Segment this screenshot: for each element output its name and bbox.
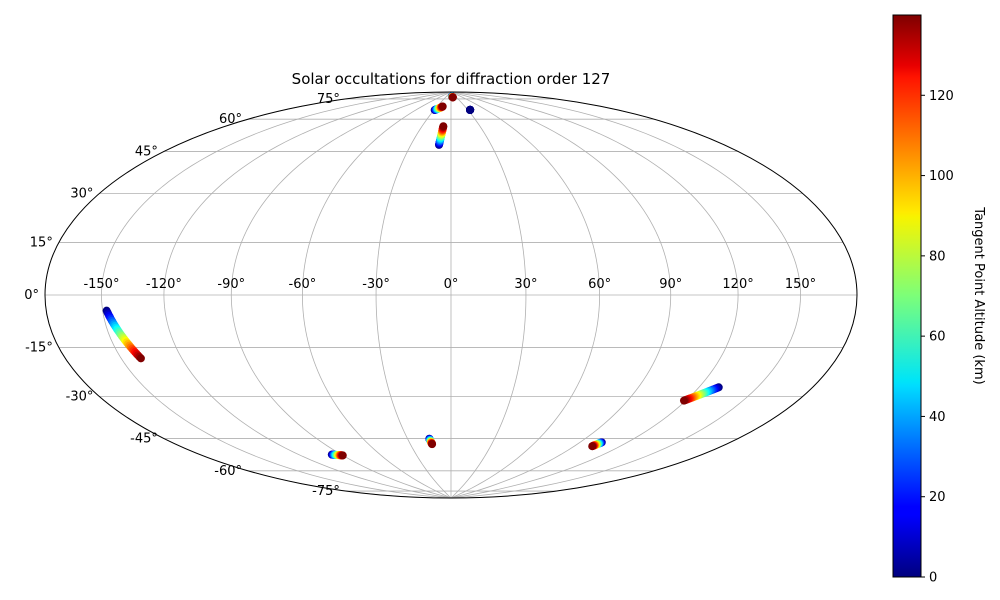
lon-tick-label: -60° <box>289 277 317 292</box>
occultation-point <box>448 93 457 102</box>
lon-tick-label: 90° <box>659 277 682 292</box>
lon-tick-label: 30° <box>514 277 537 292</box>
lat-tick-label: -75° <box>312 484 340 499</box>
colorbar-tick-label: 100 <box>929 169 954 184</box>
occultation-point <box>588 442 597 451</box>
lon-tick-label: -90° <box>217 277 245 292</box>
graticule <box>45 92 857 498</box>
occultation-point <box>439 122 448 131</box>
lat-tick-label: -60° <box>214 464 242 479</box>
occultation-point <box>428 440 437 449</box>
occultation-point <box>438 102 447 111</box>
lat-tick-label: 60° <box>219 112 242 127</box>
lat-tick-label: -30° <box>66 390 94 405</box>
lat-tick-label: -45° <box>130 432 158 447</box>
latitude-tick-labels: -75° -60° -45° -30° -15° 0° 15° 30° 45° 60° 75° <box>24 92 340 499</box>
colorbar-tick-label: 40 <box>929 410 946 425</box>
colorbar-gradient <box>892 14 922 578</box>
map-boundary <box>44 91 858 499</box>
colorbar-tick-label: 80 <box>929 249 946 264</box>
lat-tick-label: -15° <box>25 341 53 356</box>
lat-tick-label: 30° <box>70 187 93 202</box>
lon-tick-label: -120° <box>146 277 182 292</box>
colorbar-tick-label: 120 <box>929 89 954 104</box>
lat-tick-label: 15° <box>30 235 53 250</box>
occultation-point <box>338 451 347 460</box>
occultation-points <box>102 92 723 460</box>
colorbar-label: Tangent Point Altitude (km) <box>971 206 986 384</box>
lon-tick-label: 120° <box>722 277 753 292</box>
colorbar-tick-label: 0 <box>929 571 937 586</box>
occultation-point <box>679 396 688 405</box>
lon-tick-label: 60° <box>588 277 611 292</box>
occultation-point <box>466 105 475 114</box>
lon-tick-label: -30° <box>362 277 390 292</box>
lon-tick-label: -150° <box>83 277 119 292</box>
lon-tick-label: 0° <box>444 277 459 292</box>
colorbar-tick-label: 60 <box>929 330 946 345</box>
lat-tick-label: 75° <box>317 92 340 107</box>
longitude-tick-labels: -150° -120° -90° -60° -30° 0° 30° 60° 90° 120° 150… <box>83 277 816 292</box>
occultation-point <box>136 354 145 363</box>
lat-tick-label: 45° <box>135 144 158 159</box>
colorbar-ticks: 0 20 40 60 80 100 120 <box>921 89 954 586</box>
chart-title: Solar occultations for diffraction order… <box>292 70 611 88</box>
lon-tick-label: 150° <box>785 277 816 292</box>
colorbar: 0 20 40 60 80 100 120 Tangent Point Altitude (… <box>892 14 986 586</box>
lat-tick-label: 0° <box>24 288 39 303</box>
colorbar-tick-label: 20 <box>929 490 946 505</box>
